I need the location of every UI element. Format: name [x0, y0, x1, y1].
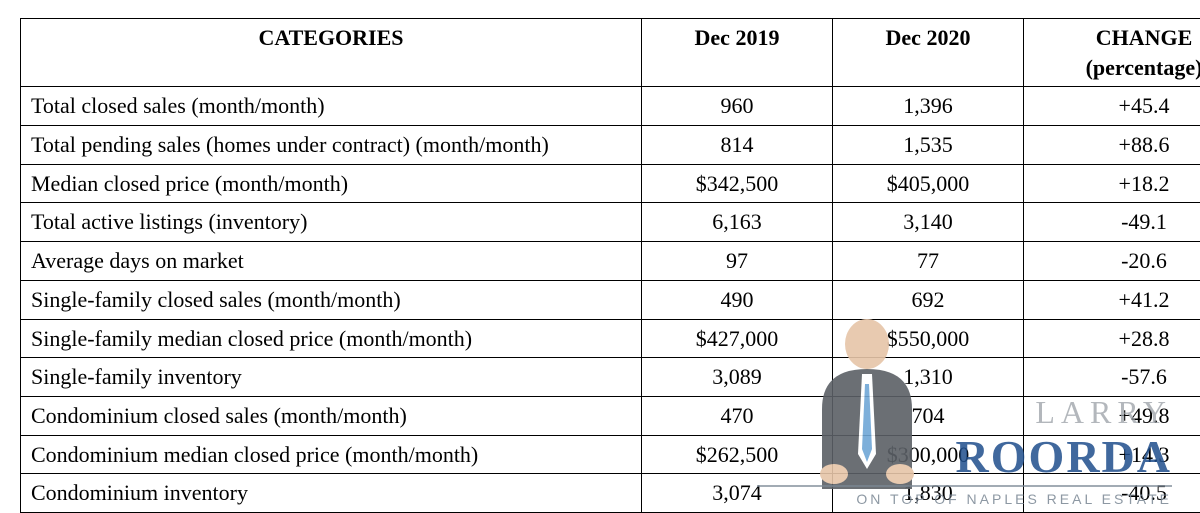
table-body: Total closed sales (month/month) 960 1,3…: [21, 87, 1200, 513]
table-row: Average days on market 97 77 -20.6: [21, 242, 1200, 281]
row-c1: 470: [642, 396, 833, 435]
row-c2: 1,396: [833, 87, 1024, 126]
row-c2: 1,310: [833, 358, 1024, 397]
row-c2: 1,535: [833, 126, 1024, 165]
row-c2: $405,000: [833, 164, 1024, 203]
row-c1: 960: [642, 87, 833, 126]
header-change-line2: (percentage): [1086, 55, 1200, 80]
table-row: Condominium closed sales (month/month) 4…: [21, 396, 1200, 435]
row-c1: 490: [642, 280, 833, 319]
row-label: Median closed price (month/month): [21, 164, 642, 203]
header-change: CHANGE (percentage): [1024, 19, 1200, 87]
row-label: Condominium inventory: [21, 474, 642, 513]
row-label: Total active listings (inventory): [21, 203, 642, 242]
table-row: Median closed price (month/month) $342,5…: [21, 164, 1200, 203]
table-row: Single-family closed sales (month/month)…: [21, 280, 1200, 319]
table-row: Single-family inventory 3,089 1,310 -57.…: [21, 358, 1200, 397]
row-chg: -57.6: [1024, 358, 1200, 397]
table-row: Total pending sales (homes under contrac…: [21, 126, 1200, 165]
row-c1: $262,500: [642, 435, 833, 474]
row-c2: $550,000: [833, 319, 1024, 358]
row-chg: -40.5: [1024, 474, 1200, 513]
table-row: Total closed sales (month/month) 960 1,3…: [21, 87, 1200, 126]
table-row: Condominium inventory 3,074 1,830 -40.5: [21, 474, 1200, 513]
row-c2: 3,140: [833, 203, 1024, 242]
row-c2: 1,830: [833, 474, 1024, 513]
row-chg: +18.2: [1024, 164, 1200, 203]
row-label: Single-family closed sales (month/month): [21, 280, 642, 319]
header-change-line1: CHANGE: [1096, 25, 1193, 50]
header-dec-2019: Dec 2019: [642, 19, 833, 87]
row-c1: 3,074: [642, 474, 833, 513]
market-data-table: CATEGORIES Dec 2019 Dec 2020 CHANGE (per…: [20, 18, 1200, 513]
row-label: Total pending sales (homes under contrac…: [21, 126, 642, 165]
row-chg: +14.3: [1024, 435, 1200, 474]
row-chg: -49.1: [1024, 203, 1200, 242]
row-c2: $300,000: [833, 435, 1024, 474]
row-c1: 3,089: [642, 358, 833, 397]
table-header-row: CATEGORIES Dec 2019 Dec 2020 CHANGE (per…: [21, 19, 1200, 87]
header-dec-2020: Dec 2020: [833, 19, 1024, 87]
header-categories: CATEGORIES: [21, 19, 642, 87]
row-c1: 97: [642, 242, 833, 281]
row-c1: 6,163: [642, 203, 833, 242]
row-c1: $427,000: [642, 319, 833, 358]
row-chg: +49.8: [1024, 396, 1200, 435]
row-label: Single-family inventory: [21, 358, 642, 397]
table-row: Single-family median closed price (month…: [21, 319, 1200, 358]
row-label: Condominium median closed price (month/m…: [21, 435, 642, 474]
row-chg: -20.6: [1024, 242, 1200, 281]
page: CATEGORIES Dec 2019 Dec 2020 CHANGE (per…: [0, 0, 1200, 513]
table-row: Total active listings (inventory) 6,163 …: [21, 203, 1200, 242]
row-chg: +45.4: [1024, 87, 1200, 126]
row-c2: 692: [833, 280, 1024, 319]
row-label: Average days on market: [21, 242, 642, 281]
row-c2: 704: [833, 396, 1024, 435]
row-chg: +88.6: [1024, 126, 1200, 165]
row-label: Total closed sales (month/month): [21, 87, 642, 126]
row-c1: 814: [642, 126, 833, 165]
row-c2: 77: [833, 242, 1024, 281]
row-chg: +28.8: [1024, 319, 1200, 358]
table-row: Condominium median closed price (month/m…: [21, 435, 1200, 474]
row-label: Single-family median closed price (month…: [21, 319, 642, 358]
row-c1: $342,500: [642, 164, 833, 203]
row-chg: +41.2: [1024, 280, 1200, 319]
row-label: Condominium closed sales (month/month): [21, 396, 642, 435]
